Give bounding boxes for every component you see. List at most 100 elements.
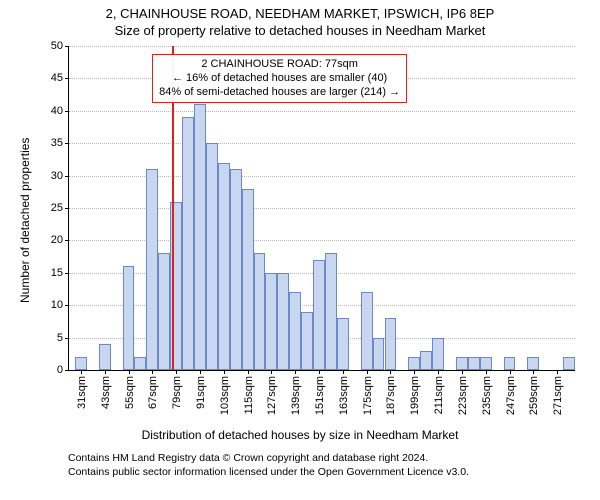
y-tick bbox=[65, 208, 69, 209]
histogram-bar bbox=[480, 357, 492, 370]
y-tick bbox=[65, 46, 69, 47]
x-tick bbox=[510, 370, 511, 374]
callout-line: ← 16% of detached houses are smaller (40… bbox=[159, 72, 400, 86]
y-tick bbox=[65, 370, 69, 371]
x-tick-label: 43sqm bbox=[100, 376, 112, 409]
y-tick-label: 40 bbox=[51, 105, 63, 117]
x-tick-label: 247sqm bbox=[505, 376, 517, 415]
histogram-bar bbox=[206, 143, 218, 370]
y-gridline bbox=[69, 176, 575, 177]
x-tick bbox=[200, 370, 201, 374]
histogram-bar bbox=[75, 357, 87, 370]
histogram-bar bbox=[361, 292, 373, 370]
x-tick-label: 271sqm bbox=[552, 376, 564, 415]
histogram-bar bbox=[408, 357, 420, 370]
y-tick-label: 30 bbox=[51, 170, 63, 182]
y-tick-label: 25 bbox=[51, 202, 63, 214]
x-tick bbox=[557, 370, 558, 374]
x-tick bbox=[81, 370, 82, 374]
histogram-bar bbox=[158, 253, 170, 370]
x-tick-label: 139sqm bbox=[290, 376, 302, 415]
x-tick-label: 175sqm bbox=[362, 376, 374, 415]
footer-line-2: Contains public sector information licen… bbox=[68, 466, 469, 480]
x-tick bbox=[462, 370, 463, 374]
plot-area: 0510152025303540455031sqm43sqm55sqm67sqm… bbox=[68, 46, 575, 371]
x-tick bbox=[319, 370, 320, 374]
histogram-bar bbox=[313, 260, 325, 370]
histogram-bar bbox=[265, 273, 277, 370]
callout-line: 84% of semi-detached houses are larger (… bbox=[159, 86, 400, 100]
histogram-bar bbox=[123, 266, 135, 370]
histogram-bar bbox=[182, 117, 194, 370]
x-tick bbox=[105, 370, 106, 374]
y-tick bbox=[65, 111, 69, 112]
y-gridline bbox=[69, 111, 575, 112]
y-axis-label: Number of detached properties bbox=[18, 138, 32, 303]
x-tick-label: 127sqm bbox=[267, 376, 279, 415]
attribution-footer: Contains HM Land Registry data © Crown c… bbox=[68, 452, 469, 479]
y-tick bbox=[65, 143, 69, 144]
x-tick bbox=[152, 370, 153, 374]
histogram-bar bbox=[385, 318, 397, 370]
histogram-bar bbox=[230, 169, 242, 370]
y-gridline bbox=[69, 208, 575, 209]
y-tick-label: 50 bbox=[51, 40, 63, 52]
y-tick-label: 15 bbox=[51, 267, 63, 279]
y-tick bbox=[65, 78, 69, 79]
y-gridline bbox=[69, 143, 575, 144]
histogram-bar bbox=[373, 338, 385, 370]
y-tick-label: 35 bbox=[51, 137, 63, 149]
histogram-bar bbox=[277, 273, 289, 370]
histogram-chart: 2, CHAINHOUSE ROAD, NEEDHAM MARKET, IPSW… bbox=[0, 0, 600, 500]
x-tick-label: 115sqm bbox=[243, 376, 255, 414]
x-tick bbox=[533, 370, 534, 374]
histogram-bar bbox=[325, 253, 337, 370]
x-tick bbox=[343, 370, 344, 374]
x-tick-label: 151sqm bbox=[314, 376, 326, 415]
x-tick bbox=[414, 370, 415, 374]
x-tick-label: 31sqm bbox=[76, 376, 88, 409]
histogram-bar bbox=[420, 351, 432, 370]
y-tick-label: 10 bbox=[51, 299, 63, 311]
x-tick-label: 79sqm bbox=[171, 376, 183, 409]
y-tick bbox=[65, 273, 69, 274]
histogram-bar bbox=[432, 338, 444, 370]
y-tick bbox=[65, 338, 69, 339]
x-tick-label: 163sqm bbox=[338, 376, 350, 415]
x-tick bbox=[295, 370, 296, 374]
x-tick bbox=[438, 370, 439, 374]
x-tick-label: 67sqm bbox=[148, 376, 160, 409]
y-tick bbox=[65, 240, 69, 241]
histogram-bar bbox=[289, 292, 301, 370]
histogram-bar bbox=[504, 357, 516, 370]
y-tick-label: 20 bbox=[51, 234, 63, 246]
x-tick-label: 235sqm bbox=[481, 376, 493, 415]
x-tick-label: 103sqm bbox=[219, 376, 231, 415]
y-gridline bbox=[69, 46, 575, 47]
y-tick bbox=[65, 176, 69, 177]
x-tick bbox=[129, 370, 130, 374]
histogram-bar bbox=[301, 312, 313, 370]
histogram-bar bbox=[218, 163, 230, 370]
x-tick-label: 199sqm bbox=[409, 376, 421, 415]
x-tick-label: 187sqm bbox=[386, 376, 398, 415]
x-tick-label: 223sqm bbox=[457, 376, 469, 415]
chart-subtitle: Size of property relative to detached ho… bbox=[0, 21, 600, 38]
y-tick-label: 5 bbox=[57, 332, 63, 344]
histogram-bar bbox=[146, 169, 158, 370]
footer-line-1: Contains HM Land Registry data © Crown c… bbox=[68, 452, 469, 466]
histogram-bar bbox=[456, 357, 468, 370]
x-tick-label: 55sqm bbox=[124, 376, 136, 409]
x-tick bbox=[176, 370, 177, 374]
histogram-bar bbox=[468, 357, 480, 370]
y-tick-label: 45 bbox=[51, 72, 63, 84]
x-tick bbox=[390, 370, 391, 374]
y-tick bbox=[65, 305, 69, 306]
x-tick bbox=[224, 370, 225, 374]
x-tick-label: 259sqm bbox=[529, 376, 541, 415]
x-tick bbox=[271, 370, 272, 374]
x-tick bbox=[248, 370, 249, 374]
y-tick-label: 0 bbox=[57, 364, 63, 376]
x-tick bbox=[486, 370, 487, 374]
x-axis-label: Distribution of detached houses by size … bbox=[0, 428, 600, 442]
